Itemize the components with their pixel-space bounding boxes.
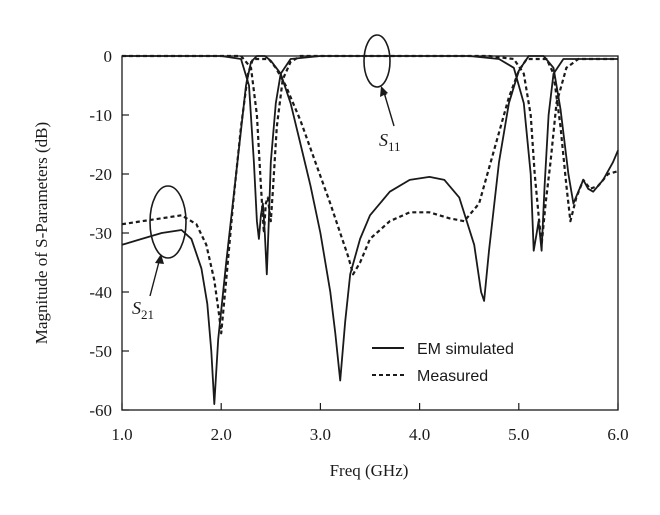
- s11-arrow-head: [380, 86, 388, 97]
- y-tick-label: -40: [89, 283, 112, 302]
- annotation-labels: S11 S21: [132, 130, 401, 322]
- x-tick-label: 3.0: [310, 425, 331, 444]
- x-tick-label: 2.0: [211, 425, 232, 444]
- x-tick-label: 5.0: [508, 425, 529, 444]
- x-tick-label: 1.0: [111, 425, 132, 444]
- s11-label: S11: [379, 130, 401, 154]
- measured-s21-curve: [121, 57, 619, 335]
- em-simulated-s21-curve: [121, 55, 619, 405]
- data-curves: [121, 54, 619, 405]
- s11-marker-ellipse: [363, 34, 391, 88]
- em-simulated-s11-curve: [122, 55, 618, 276]
- legend-label-em-simulated: EM simulated: [417, 341, 514, 358]
- x-tick-label: 4.0: [409, 425, 430, 444]
- y-tick-label: 0: [104, 47, 113, 66]
- legend-label-measured: Measured: [417, 368, 488, 385]
- y-axis-title: Magnitude of S-Parameters (dB): [32, 122, 51, 344]
- s21-label: S21: [132, 298, 154, 322]
- y-tick-label: -20: [89, 165, 112, 184]
- s11-arrow-shaft: [382, 88, 395, 127]
- s21-arrow-head: [155, 254, 164, 264]
- y-tick-label: -10: [89, 106, 112, 125]
- x-tick-label: 6.0: [607, 425, 628, 444]
- y-tick-label: -50: [89, 342, 112, 361]
- s21-marker-ellipse: [149, 185, 187, 259]
- y-tick-label: -30: [89, 224, 112, 243]
- x-axis-title: Freq (GHz): [330, 461, 409, 480]
- plot-axes: 1.0 2.0 3.0 4.0 5.0 6.0 0 -10 -20 -30 -40 -50 -60: [89, 47, 628, 444]
- y-tick-label: -60: [89, 401, 112, 420]
- s21-arrow-shaft: [149, 257, 161, 297]
- measured-s11-curve: [122, 54, 618, 246]
- legend: EM simulated Measured: [372, 341, 514, 385]
- annotation-ellipses: [149, 34, 395, 297]
